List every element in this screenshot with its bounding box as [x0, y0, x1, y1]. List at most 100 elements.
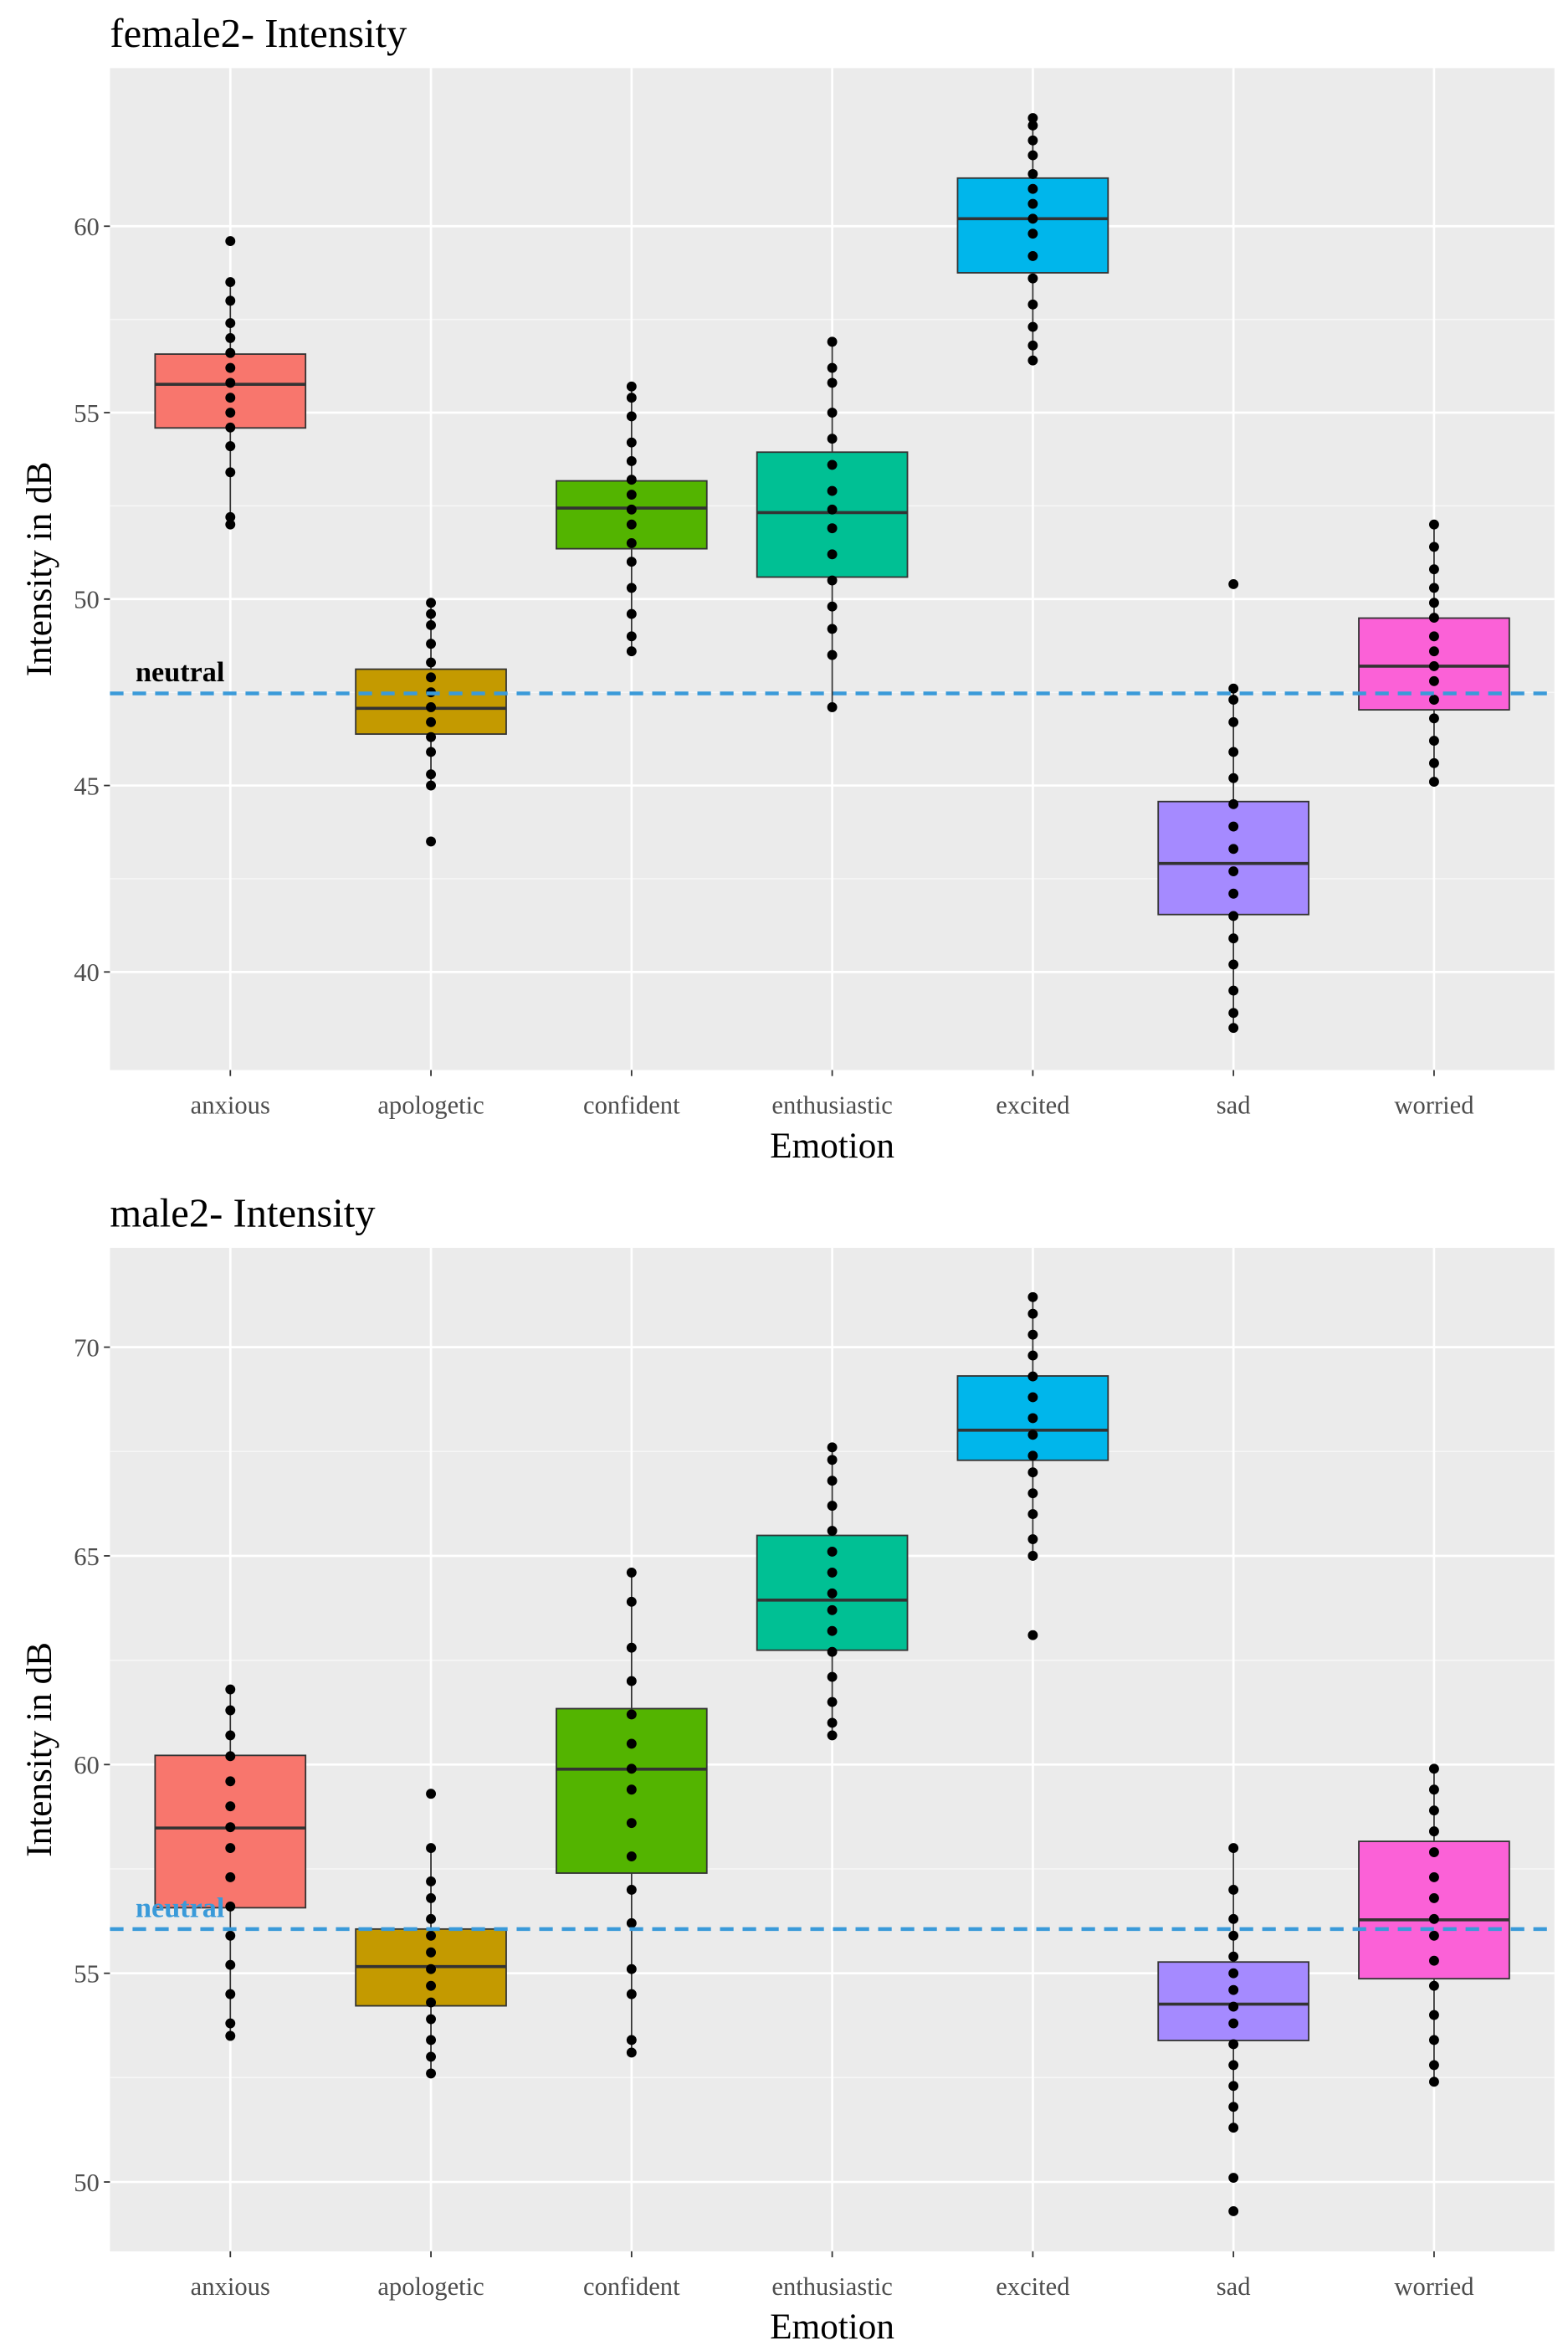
point: [1027, 1551, 1038, 1561]
point: [626, 1917, 637, 1928]
point: [626, 646, 637, 657]
point: [1428, 1872, 1439, 1882]
point: [626, 2047, 637, 2058]
point: [626, 490, 637, 500]
point: [1428, 713, 1439, 724]
point: [1027, 1308, 1038, 1319]
point: [1228, 1951, 1239, 1962]
point: [426, 836, 436, 847]
chart-title: female2- Intensity: [110, 11, 407, 56]
point: [827, 575, 838, 586]
point: [1428, 598, 1439, 608]
point: [225, 422, 236, 433]
point: [626, 456, 637, 466]
point: [1228, 1008, 1239, 1019]
point: [827, 549, 838, 560]
point: [1228, 985, 1239, 996]
point: [225, 347, 236, 358]
point: [1027, 150, 1038, 161]
point: [426, 1876, 436, 1886]
point: [426, 1980, 436, 1991]
point: [1428, 695, 1439, 706]
point: [225, 1959, 236, 1970]
point: [827, 1476, 838, 1486]
point: [426, 608, 436, 619]
point: [827, 1442, 838, 1453]
point: [225, 1843, 236, 1854]
point: [225, 1989, 236, 1999]
point: [426, 1947, 436, 1958]
point: [1428, 2010, 1439, 2020]
point: [426, 620, 436, 630]
point: [1428, 583, 1439, 593]
point: [1228, 798, 1239, 809]
point: [626, 519, 637, 530]
point: [1027, 198, 1038, 209]
point: [1027, 1534, 1038, 1544]
point: [626, 1676, 637, 1686]
point: [1027, 121, 1038, 131]
point: [827, 601, 838, 612]
point: [225, 1730, 236, 1741]
x-tick-label: confident: [583, 1091, 680, 1120]
point: [225, 408, 236, 418]
point: [1428, 564, 1439, 575]
point: [626, 538, 637, 548]
point: [426, 2035, 436, 2046]
point: [827, 336, 838, 347]
point: [1228, 821, 1239, 832]
point: [1228, 773, 1239, 783]
point: [827, 1604, 838, 1615]
y-tick-label: 65: [74, 1543, 100, 1571]
point: [1027, 135, 1038, 146]
point: [1428, 777, 1439, 788]
point: [626, 1851, 637, 1861]
point: [225, 318, 236, 329]
x-tick-label: anxious: [191, 1091, 270, 1120]
point: [626, 437, 637, 448]
point: [1027, 299, 1038, 310]
point: [827, 1455, 838, 1466]
chart-title: male2- Intensity: [110, 1191, 376, 1236]
point: [626, 1818, 637, 1829]
point: [426, 716, 436, 727]
point: [225, 393, 236, 403]
point: [1228, 683, 1239, 694]
x-axis-label: Emotion: [770, 2307, 894, 2347]
x-tick-label: apologetic: [377, 2272, 484, 2301]
point: [426, 769, 436, 780]
point: [1428, 1955, 1439, 1966]
point: [1027, 1450, 1038, 1461]
point: [1428, 757, 1439, 768]
point: [1428, 2076, 1439, 2087]
point: [827, 1501, 838, 1512]
x-tick-label: excited: [996, 1091, 1069, 1120]
x-tick-label: worried: [1394, 2272, 1473, 2301]
point: [626, 1989, 637, 1999]
point: [626, 1885, 637, 1895]
point: [1027, 1509, 1038, 1520]
point: [827, 434, 838, 444]
y-tick-label: 55: [74, 399, 100, 428]
point: [225, 511, 236, 522]
point: [1228, 2173, 1239, 2184]
point: [626, 1596, 637, 1607]
y-tick-label: 60: [74, 213, 100, 241]
point: [1027, 168, 1038, 179]
point: [426, 1789, 436, 1799]
reference-label: neutral: [136, 1892, 224, 1923]
point: [225, 377, 236, 388]
point: [426, 1997, 436, 2008]
point: [1228, 888, 1239, 899]
point: [1228, 2102, 1239, 2112]
point: [1428, 1913, 1439, 1924]
point: [1027, 1329, 1038, 1340]
point: [426, 639, 436, 649]
x-tick-label: enthusiastic: [771, 1091, 892, 1120]
point: [1027, 250, 1038, 261]
point: [225, 1901, 236, 1912]
x-tick-label: enthusiastic: [771, 2272, 892, 2301]
point: [225, 1776, 236, 1787]
point: [827, 485, 838, 496]
point: [225, 467, 236, 478]
